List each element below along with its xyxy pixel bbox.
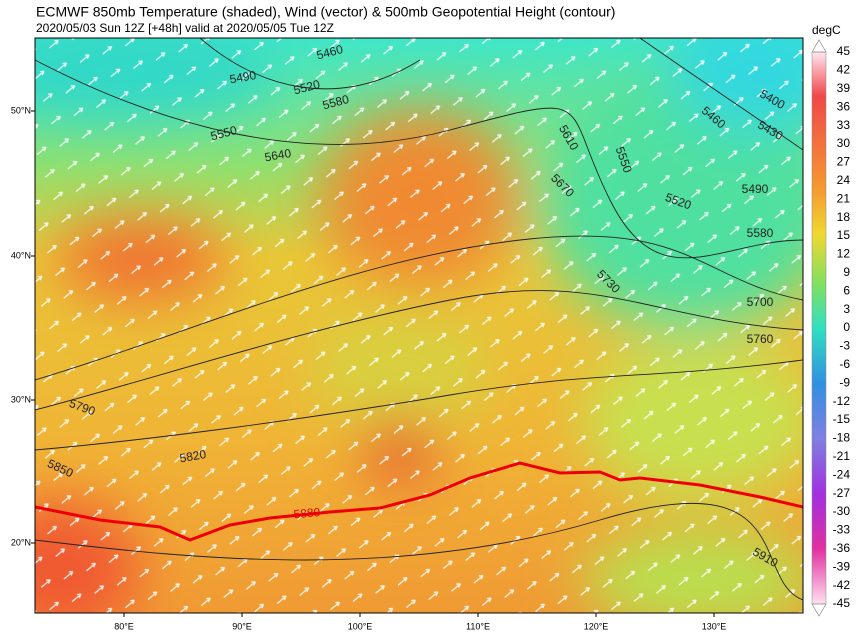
contour-label: 5760 bbox=[747, 332, 774, 346]
colorbar-tick-label: -24 bbox=[833, 467, 851, 481]
contour-label: 5640 bbox=[263, 146, 292, 164]
colorbar-tick-label: 15 bbox=[837, 228, 851, 242]
colorbar-tick-label: -42 bbox=[833, 578, 851, 592]
colorbar-tick-label: -27 bbox=[833, 486, 851, 500]
contour-label: 5580 bbox=[321, 92, 351, 113]
colorbar-tick-label: 33 bbox=[837, 118, 851, 132]
colorbar-tick-label: -12 bbox=[833, 394, 851, 408]
temperature-field bbox=[35, 38, 803, 613]
colorbar-tick-label: -9 bbox=[839, 375, 850, 389]
colorbar-tick-label: 9 bbox=[843, 265, 850, 279]
contour-label: 5580 bbox=[747, 226, 774, 240]
lat-label: 30°N bbox=[11, 394, 31, 404]
lon-label: 120°E bbox=[584, 621, 609, 631]
colorbar-tick-label: -30 bbox=[833, 504, 851, 518]
colorbar-tick-label: -45 bbox=[833, 596, 851, 610]
colorbar-tick-label: 30 bbox=[837, 136, 851, 150]
lon-label: 80°E bbox=[114, 621, 134, 631]
colorbar-tick-label: 45 bbox=[837, 44, 851, 58]
colorbar-tick-label: -21 bbox=[833, 449, 851, 463]
contour-label: 5880 bbox=[293, 505, 321, 521]
colorbar-tick-label: -3 bbox=[839, 339, 850, 353]
colorbar-arrow bbox=[811, 39, 827, 53]
lon-label: 100°E bbox=[348, 621, 373, 631]
colorbar-tick-label: 24 bbox=[837, 173, 851, 187]
contour-label: 5490 bbox=[228, 68, 257, 86]
colorbar-tick-label: -15 bbox=[833, 412, 851, 426]
colorbar-tick-label: 0 bbox=[843, 320, 850, 334]
colorbar-tick-label: 27 bbox=[837, 155, 851, 169]
contour-label: 5490 bbox=[742, 182, 769, 196]
lat-label: 50°N bbox=[11, 105, 31, 115]
colorbar-tick-label: -18 bbox=[833, 431, 851, 445]
colorbar-tick-label: 12 bbox=[837, 247, 851, 261]
colorbar-tick-label: 39 bbox=[837, 81, 851, 95]
map-frame bbox=[34, 37, 804, 614]
subtitle: 2020/05/03 Sun 12Z [+48h] valid at 2020/… bbox=[36, 21, 334, 35]
title: ECMWF 850mb Temperature (shaded), Wind (… bbox=[36, 4, 615, 20]
colorbar-tick-label: -36 bbox=[833, 541, 851, 555]
colorbar-tick-label: -39 bbox=[833, 559, 851, 573]
contour-label: 5700 bbox=[747, 295, 774, 309]
lon-label: 130°E bbox=[702, 621, 727, 631]
colorbar-tick-label: -6 bbox=[839, 357, 850, 371]
contour-label: 5820 bbox=[178, 447, 207, 465]
colorbar-tick-label: 42 bbox=[837, 63, 851, 77]
colorbar-tick-label: -33 bbox=[833, 523, 851, 537]
contour-label: 5460 bbox=[315, 42, 345, 63]
colorbar-tick-label: 6 bbox=[843, 283, 850, 297]
colorbar-tick-label: 18 bbox=[837, 210, 851, 224]
lat-label: 40°N bbox=[11, 250, 31, 260]
colorbar bbox=[811, 51, 827, 605]
colorbar-tick-label: 36 bbox=[837, 99, 851, 113]
contour-label: 5550 bbox=[209, 123, 239, 144]
lat-label: 20°N bbox=[11, 537, 31, 547]
contour-label: 5520 bbox=[292, 77, 322, 98]
colorbar-arrow bbox=[811, 603, 827, 617]
colorbar-label: degC bbox=[812, 23, 841, 37]
lon-label: 110°E bbox=[466, 621, 490, 631]
colorbar-tick-label: 21 bbox=[837, 191, 851, 205]
lon-label: 90°E bbox=[232, 621, 252, 631]
colorbar-tick-label: 3 bbox=[843, 302, 850, 316]
